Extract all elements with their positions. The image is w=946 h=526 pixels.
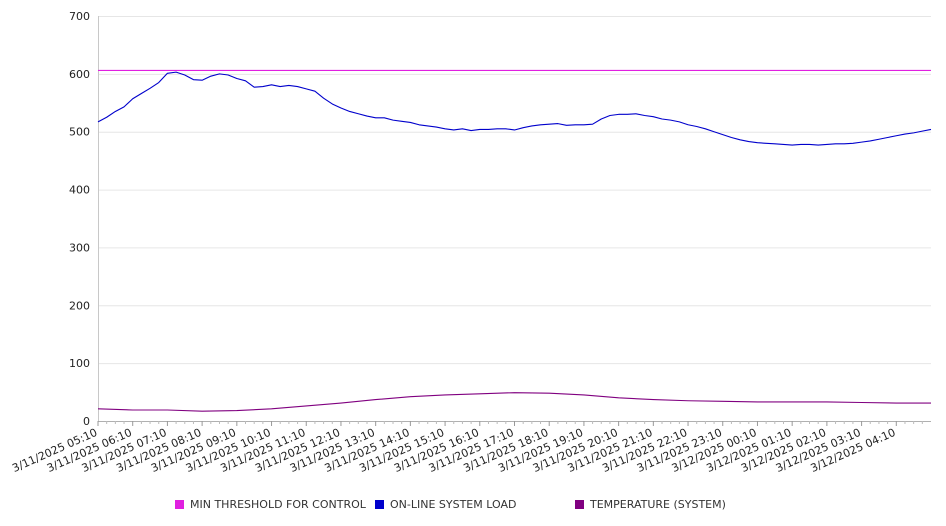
series-lines <box>97 69 932 412</box>
legend-item-online-system-load[interactable]: ON-LINE SYSTEM LOAD <box>375 498 516 511</box>
y-tick-label-0: 0 <box>83 415 90 428</box>
y-tick-label-700: 700 <box>69 10 90 23</box>
x-tick-labels: 3/11/2025 05:103/11/2025 06:103/11/2025 … <box>10 426 897 475</box>
gridlines <box>98 16 931 365</box>
y-tick-label-600: 600 <box>69 68 90 81</box>
y-tick-label-500: 500 <box>69 126 90 139</box>
y-tick-label-400: 400 <box>69 184 90 197</box>
y-tick-label-200: 200 <box>69 299 90 312</box>
legend-label-min-threshold: MIN THRESHOLD FOR CONTROL <box>190 498 366 511</box>
legend-item-min-threshold[interactable]: MIN THRESHOLD FOR CONTROL <box>175 498 366 511</box>
legend-swatch-min-threshold <box>175 500 184 509</box>
temperature-line <box>97 392 931 412</box>
y-tick-label-100: 100 <box>69 357 90 370</box>
legend: MIN THRESHOLD FOR CONTROL ON-LINE SYSTEM… <box>0 498 946 514</box>
online-system-load-line <box>97 71 932 146</box>
y-tick-label-300: 300 <box>69 241 90 254</box>
legend-label-temperature: TEMPERATURE (SYSTEM) <box>590 498 726 511</box>
legend-item-temperature[interactable]: TEMPERATURE (SYSTEM) <box>575 498 726 511</box>
y-tick-labels: 0 100 200 300 400 500 600 700 <box>69 10 90 428</box>
legend-label-online-system-load: ON-LINE SYSTEM LOAD <box>390 498 517 511</box>
legend-swatch-online-system-load <box>375 500 384 509</box>
axes <box>97 16 931 426</box>
legend-swatch-temperature <box>575 500 584 509</box>
